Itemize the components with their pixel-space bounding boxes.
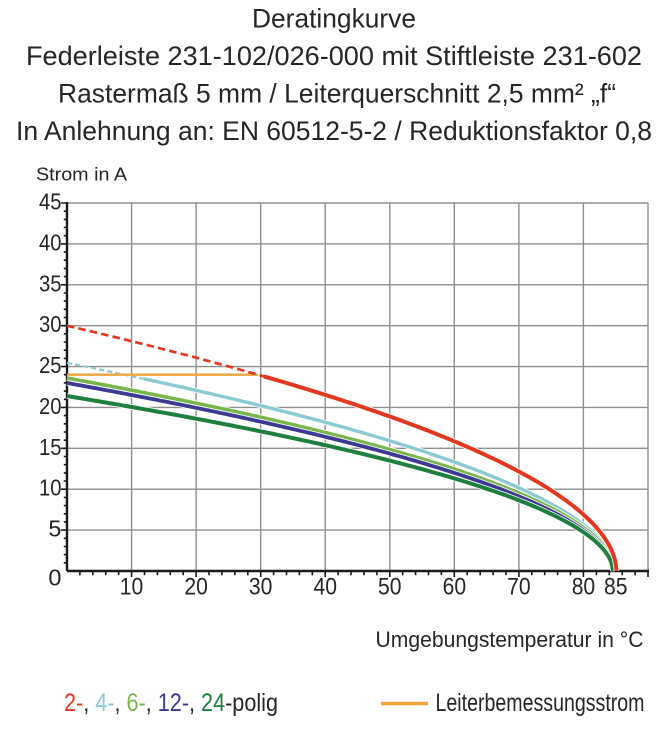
svg-text:In Anlehnung an: EN 60512-5-2: In Anlehnung an: EN 60512-5-2 / Reduktio…: [16, 116, 652, 146]
svg-text:Strom in A: Strom in A: [36, 164, 128, 185]
svg-text:60: 60: [443, 574, 467, 601]
svg-text:Federleiste 231-102/026-000 mi: Federleiste 231-102/026-000 mit Stiftlei…: [26, 41, 642, 71]
svg-text:45: 45: [39, 189, 62, 215]
svg-text:70: 70: [507, 574, 531, 601]
svg-text:40: 40: [39, 229, 62, 255]
svg-text:40: 40: [313, 574, 337, 601]
svg-text:30: 30: [249, 574, 273, 601]
svg-text:15: 15: [39, 434, 62, 460]
svg-text:5: 5: [48, 516, 61, 542]
svg-text:10: 10: [120, 574, 144, 601]
svg-text:2-, 4-, 6-, 12-, 24-polig: 2-, 4-, 6-, 12-, 24-polig: [64, 689, 278, 717]
svg-text:Leiterbemessungsstrom: Leiterbemessungsstrom: [436, 689, 645, 717]
svg-text:Deratingkurve: Deratingkurve: [252, 4, 416, 34]
svg-text:0: 0: [48, 565, 61, 591]
svg-text:80: 80: [572, 574, 596, 601]
svg-text:85: 85: [604, 574, 628, 601]
svg-text:20: 20: [184, 574, 208, 601]
svg-text:Umgebungstemperatur in °C: Umgebungstemperatur in °C: [376, 627, 644, 652]
svg-text:25: 25: [39, 352, 62, 378]
svg-text:50: 50: [378, 574, 402, 601]
svg-text:30: 30: [39, 311, 62, 337]
svg-text:35: 35: [39, 270, 62, 296]
svg-text:20: 20: [39, 393, 62, 419]
svg-text:Rastermaß 5 mm / Leiterquersch: Rastermaß 5 mm / Leiterquerschnitt 2,5 m…: [58, 79, 616, 109]
svg-text:10: 10: [39, 475, 62, 501]
